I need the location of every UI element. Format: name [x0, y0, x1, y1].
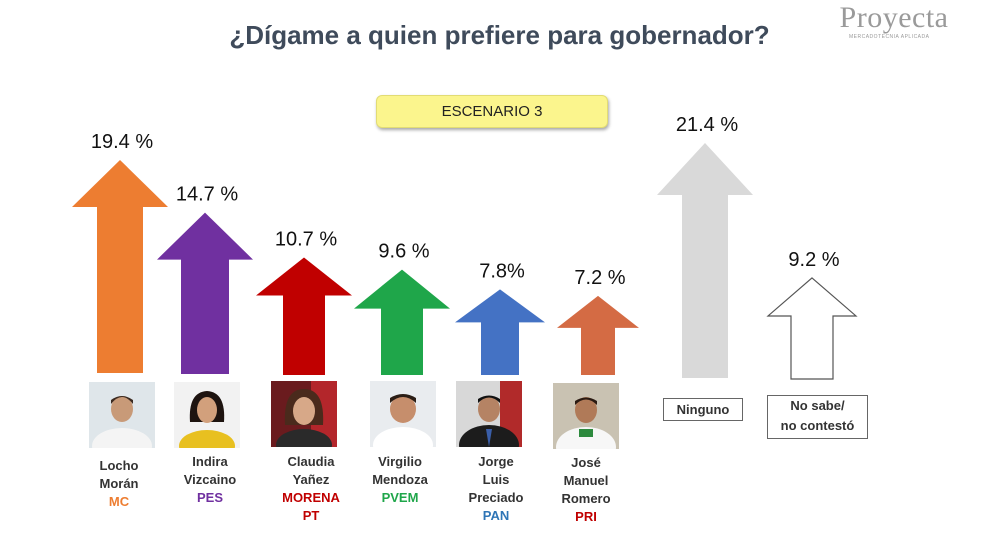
value-label-jorge-luis-preciado: 7.8% [479, 260, 525, 282]
arrow-bar-virgilio-mendoza [354, 269, 450, 375]
value-label-claudia-yanez: 10.7 % [275, 229, 337, 251]
value-label-virgilio-mendoza: 9.6 % [378, 241, 429, 263]
arrow-bar-jorge-luis-preciado [455, 289, 545, 375]
arrow-bar-locho-moran [72, 159, 168, 373]
value-label-no-sabe: 9.2 % [788, 249, 839, 271]
page-title: ¿Dígame a quien prefiere para gobernador… [229, 20, 770, 50]
no-sabe-label: No sabe/ no contestó [767, 395, 868, 439]
candidate-label-locho-moran: Locho Morán MC [64, 457, 174, 511]
value-label-locho-moran: 19.4 % [91, 131, 153, 153]
candidate-photo-indira-vizcaino [174, 382, 240, 448]
candidate-party: MC [108, 494, 130, 509]
value-label-indira-vizcaino: 14.7 % [176, 184, 238, 206]
candidate-party: PAN [482, 508, 510, 523]
candidate-name: Locho Morán [99, 458, 139, 491]
value-label-jose-manuel-romero: 7.2 % [574, 267, 625, 289]
logo-text: Proyecta [839, 1, 949, 34]
candidate-name: Indira Vizcaino [183, 454, 237, 487]
scenario-badge: ESCENARIO 3 [376, 95, 608, 128]
candidate-party: MORENA PT [282, 490, 340, 523]
candidate-name: Claudia Yañez [287, 454, 335, 487]
arrow-bar-jose-manuel-romero [557, 295, 639, 375]
candidate-party: PRI [575, 509, 597, 524]
candidate-party: PVEM [381, 490, 419, 505]
arrow-bar-claudia-yanez [256, 257, 352, 375]
arrow-bar-ninguno [657, 143, 753, 378]
candidate-photo-jose-manuel-romero [553, 383, 619, 449]
value-label-ninguno: 21.4 % [676, 114, 738, 136]
candidate-label-virgilio-mendoza: Virgilio Mendoza PVEM [345, 453, 455, 507]
candidate-photo-claudia-yanez [271, 381, 337, 447]
candidate-photo-jorge-luis-preciado [456, 381, 522, 447]
arrow-bar-indira-vizcaino [157, 212, 253, 374]
candidate-label-jose-manuel-romero: José Manuel Romero PRI [531, 454, 641, 526]
proyecta-logo: Proyecta MERCADOTECNIA APLICADA [809, 1, 979, 41]
logo-tagline: MERCADOTECNIA APLICADA [849, 34, 930, 40]
candidate-photo-virgilio-mendoza [370, 381, 436, 447]
candidate-name: José Manuel Romero [561, 455, 611, 506]
candidate-name: Virgilio Mendoza [372, 454, 428, 487]
candidate-photo-locho-moran [89, 382, 155, 448]
candidate-label-claudia-yanez: Claudia Yañez MORENA PT [256, 453, 366, 525]
candidate-party: PES [196, 490, 223, 505]
candidate-label-jorge-luis-preciado: Jorge Luis Preciado PAN [441, 453, 551, 525]
candidate-name: Jorge Luis Preciado [468, 454, 524, 505]
ninguno-label: Ninguno [663, 398, 743, 421]
candidate-label-indira-vizcaino: Indira Vizcaino PES [155, 453, 265, 507]
arrow-bar-no-sabe [766, 277, 858, 380]
